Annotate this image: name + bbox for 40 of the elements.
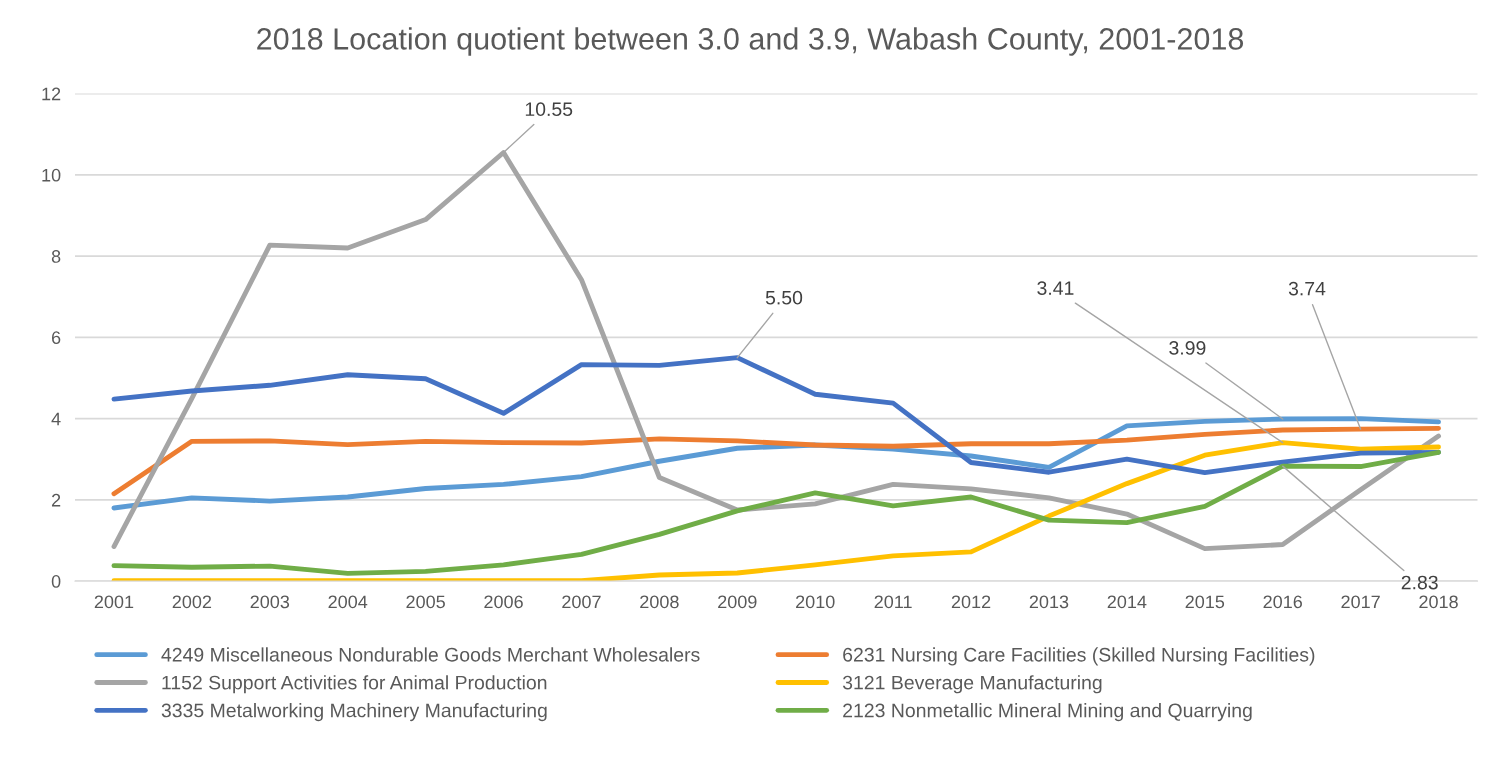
legend-label: 6231 Nursing Care Facilities (Skilled Nursing Facilities) [843, 647, 1315, 666]
y-tick-label: 2 [51, 493, 61, 507]
x-tick-label: 2013 [1029, 595, 1069, 609]
legend-label: 1152 Support Activities for Animal Production [162, 675, 547, 694]
data-label: 10.55 [525, 102, 573, 117]
y-tick-label: 6 [51, 331, 61, 345]
x-tick-label: 2012 [951, 595, 991, 609]
chart-title: 2018 Location quotient between 3.0 and 3.9, Wabash County, 2001-2018 [257, 27, 1244, 56]
line-series [111, 425, 1441, 497]
x-tick-label: 2005 [406, 595, 445, 609]
y-tick-label: 0 [51, 575, 61, 588]
x-tick-label: 2003 [250, 595, 290, 609]
x-tick-label: 2002 [172, 595, 212, 609]
y-tick-label: 10 [42, 168, 61, 182]
x-tick-label: 2006 [484, 595, 523, 609]
x-tick-label: 2014 [1107, 595, 1147, 609]
legend-label: 3335 Metalworking Machinery Manufacturing [161, 703, 547, 722]
y-tick-label: 4 [51, 412, 61, 426]
y-tick-label: 8 [51, 250, 61, 263]
x-tick-label: 2018 [1419, 595, 1458, 609]
x-tick-label: 2015 [1185, 595, 1225, 609]
legend-label: 4249 Miscellaneous Nondurable Goods Merchant Wholesalers [161, 647, 700, 662]
data-label: 5.50 [765, 290, 803, 305]
data-label: 3.41 [1037, 281, 1074, 296]
x-tick-label: 2011 [874, 595, 912, 609]
x-tick-label: 2004 [328, 595, 368, 609]
x-tick-label: 2009 [718, 595, 757, 609]
x-tick-label: 2010 [796, 595, 835, 609]
x-tick-label: 2007 [562, 595, 601, 609]
data-label: 2.83 [1401, 575, 1438, 590]
y-tick-label: 12 [42, 87, 61, 101]
legend-label: 3121 Beverage Manufacturing [842, 675, 1102, 694]
data-label: 3.74 [1288, 281, 1326, 296]
data-label: 3.99 [1169, 341, 1206, 355]
legend-label: 2123 Nonmetallic Mineral Mining and Quarrying [843, 703, 1252, 722]
x-tick-label: 2001 [94, 595, 134, 609]
x-tick-label: 2016 [1263, 595, 1302, 609]
x-tick-label: 2008 [640, 595, 679, 609]
line-series [111, 416, 1441, 511]
x-tick-label: 2017 [1341, 595, 1380, 609]
